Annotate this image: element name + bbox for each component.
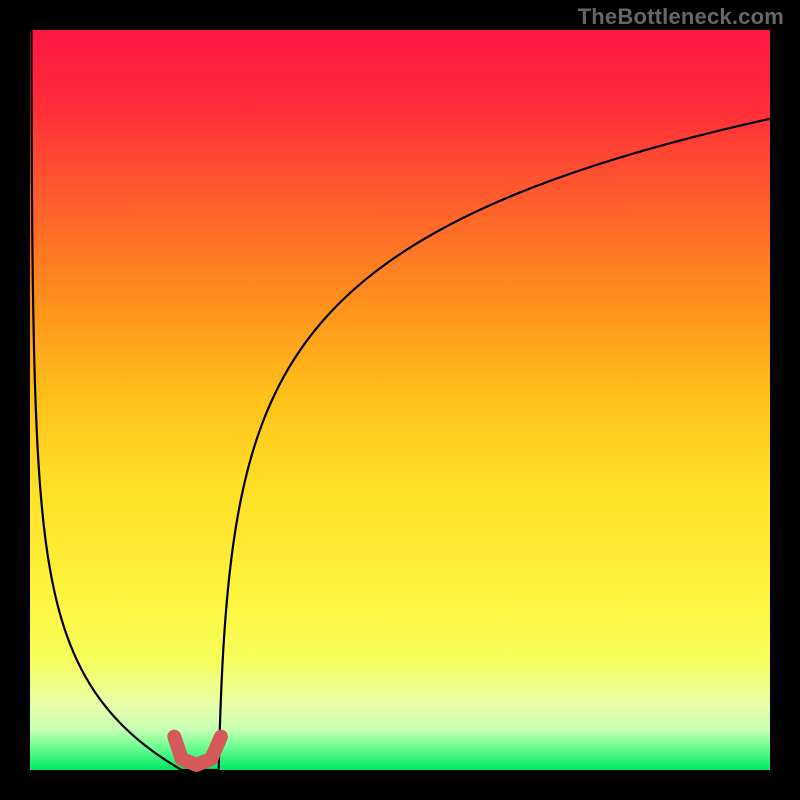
bottleneck-chart [0, 0, 800, 800]
watermark-text: TheBottleneck.com [578, 4, 784, 30]
plot-background [30, 30, 770, 770]
chart-frame: TheBottleneck.com [0, 0, 800, 800]
